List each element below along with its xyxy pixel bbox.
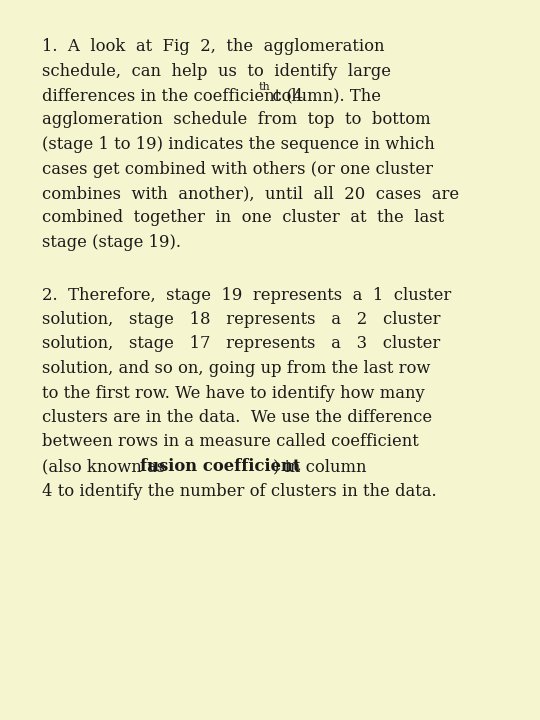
Text: combines  with  another),  until  all  20  cases  are: combines with another), until all 20 cas… <box>42 185 459 202</box>
Text: 4 to identify the number of clusters in the data.: 4 to identify the number of clusters in … <box>42 482 437 500</box>
Text: between rows in a measure called coefficient: between rows in a measure called coeffic… <box>42 433 419 451</box>
Text: (also known as: (also known as <box>42 458 171 475</box>
Text: to the first row. We have to identify how many: to the first row. We have to identify ho… <box>42 384 425 402</box>
Text: solution, and so on, going up from the last row: solution, and so on, going up from the l… <box>42 360 430 377</box>
Text: schedule,  can  help  us  to  identify  large: schedule, can help us to identify large <box>42 63 391 79</box>
Text: (stage 1 to 19) indicates the sequence in which: (stage 1 to 19) indicates the sequence i… <box>42 136 435 153</box>
Text: fusion coefficient: fusion coefficient <box>140 458 301 475</box>
Text: combined  together  in  one  cluster  at  the  last: combined together in one cluster at the … <box>42 210 444 227</box>
Text: agglomeration  schedule  from  top  to  bottom: agglomeration schedule from top to botto… <box>42 112 430 128</box>
Text: stage (stage 19).: stage (stage 19). <box>42 234 181 251</box>
Text: column). The: column). The <box>267 87 381 104</box>
Text: differences in the coefficient (4: differences in the coefficient (4 <box>42 87 303 104</box>
Text: solution,   stage   17   represents   a   3   cluster: solution, stage 17 represents a 3 cluste… <box>42 336 440 353</box>
Text: th: th <box>258 82 270 92</box>
Text: cases get combined with others (or one cluster: cases get combined with others (or one c… <box>42 161 433 178</box>
Text: clusters are in the data.  We use the difference: clusters are in the data. We use the dif… <box>42 409 432 426</box>
Text: solution,   stage   18   represents   a   2   cluster: solution, stage 18 represents a 2 cluste… <box>42 311 441 328</box>
Text: ) in column: ) in column <box>273 458 366 475</box>
Text: 1.  A  look  at  Fig  2,  the  agglomeration: 1. A look at Fig 2, the agglomeration <box>42 38 384 55</box>
Text: 2.  Therefore,  stage  19  represents  a  1  cluster: 2. Therefore, stage 19 represents a 1 cl… <box>42 287 451 304</box>
